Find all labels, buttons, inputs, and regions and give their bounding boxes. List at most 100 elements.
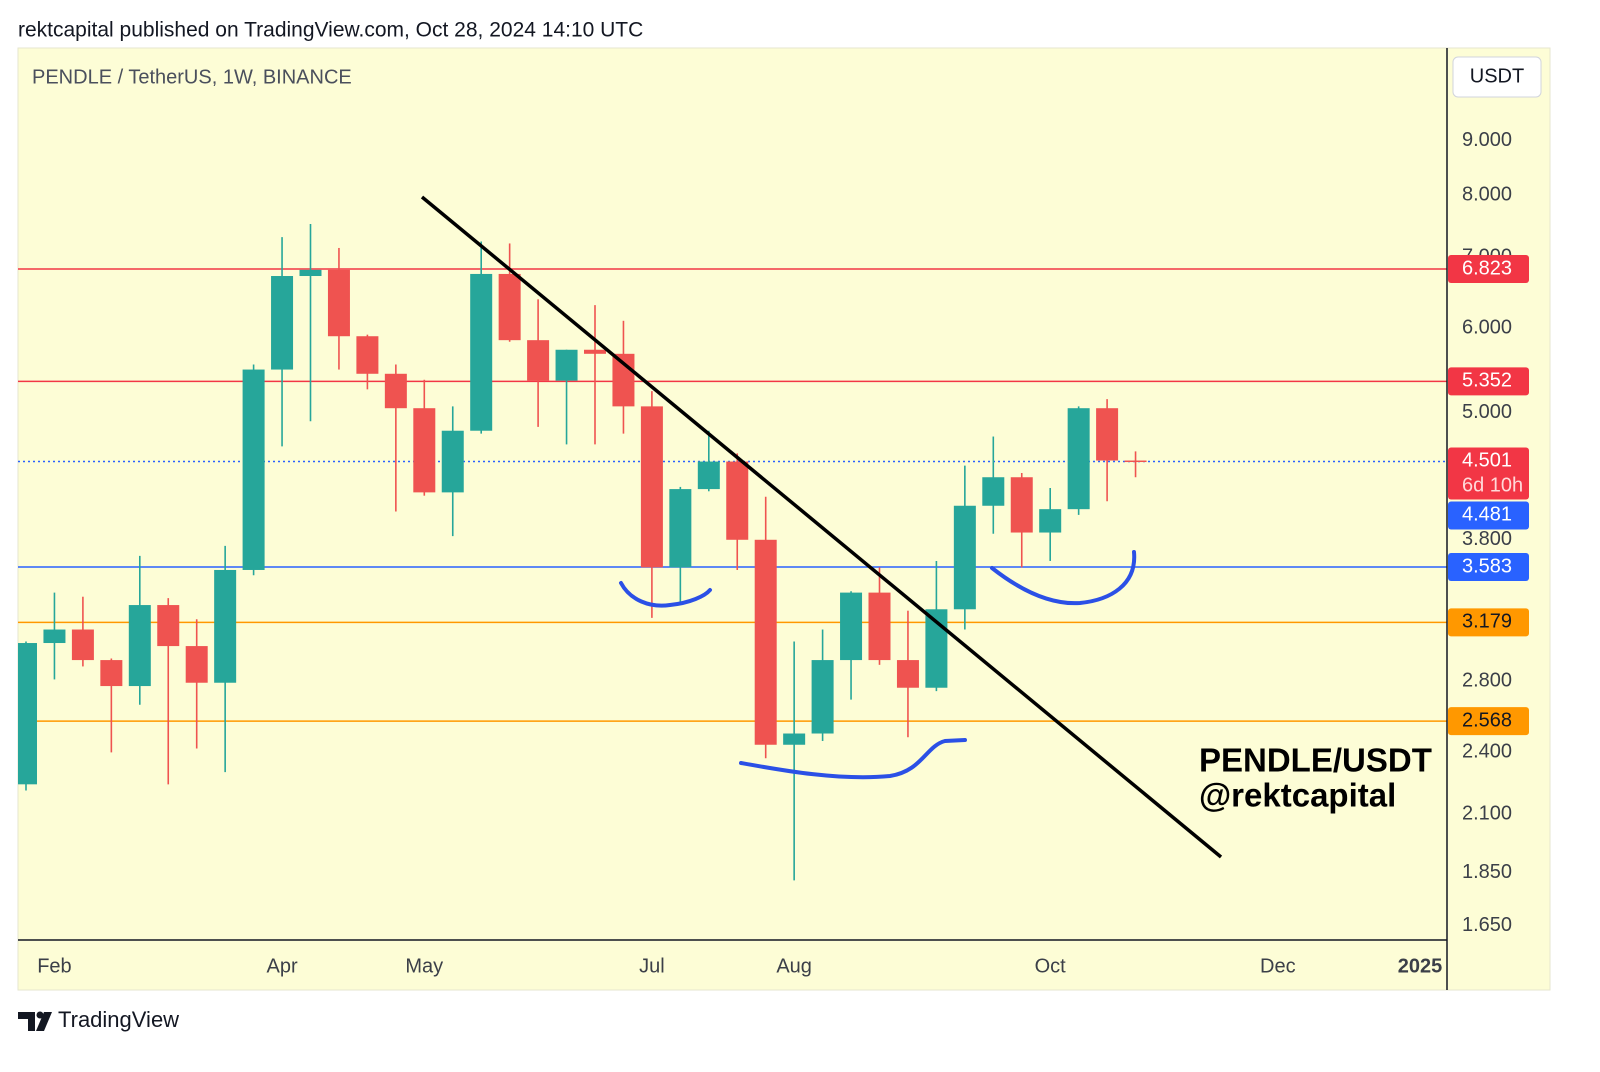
candle — [1039, 487, 1062, 561]
candle-body — [555, 349, 578, 381]
candle — [299, 223, 322, 422]
price-label: 6.823 — [1462, 257, 1512, 279]
candle — [982, 436, 1005, 534]
candle-body — [157, 605, 180, 647]
candle — [242, 364, 265, 576]
candle — [527, 299, 550, 427]
candle — [640, 391, 663, 618]
candle-body — [413, 408, 436, 493]
price-label: 3.583 — [1462, 555, 1512, 577]
candle — [669, 486, 692, 604]
currency[interactable]: USDT — [1470, 65, 1524, 87]
y-tick-label: 5.000 — [1462, 401, 1512, 423]
y-tick-label: 9.000 — [1462, 129, 1512, 151]
candle-body — [953, 505, 976, 610]
x-tick-label: May — [405, 955, 443, 977]
candle-body — [327, 269, 350, 337]
candle — [71, 596, 94, 667]
price-label: 4.481 — [1462, 504, 1512, 526]
candle-body — [754, 539, 777, 745]
brand-logo — [18, 1011, 52, 1031]
candle — [128, 555, 151, 705]
candle-body — [840, 592, 863, 661]
price-label-bg — [1448, 367, 1529, 396]
candle — [327, 247, 350, 370]
candle — [840, 591, 863, 700]
price-label-bg — [1448, 552, 1529, 581]
y-tick-label: 2.400 — [1462, 741, 1512, 763]
drawings — [420, 195, 1223, 859]
candle-body — [811, 660, 834, 734]
price-label: 4.501 — [1462, 450, 1512, 472]
plot-area — [18, 223, 1447, 881]
candle-body — [640, 406, 663, 568]
hand-drawn-curve — [619, 581, 712, 608]
candle-body — [384, 373, 407, 409]
price-label-bg — [1448, 501, 1529, 530]
candle — [754, 496, 777, 759]
candle — [441, 406, 464, 537]
candle-body — [726, 461, 749, 540]
candle — [1010, 473, 1033, 568]
candle — [953, 465, 976, 630]
price-label-bg — [1448, 254, 1529, 283]
chart-frame — [17, 47, 1551, 991]
candle — [697, 430, 720, 492]
countdown: 6d 10h — [1462, 475, 1523, 497]
candle-body — [214, 569, 237, 683]
candle — [498, 243, 521, 342]
candle — [726, 453, 749, 570]
candle — [868, 567, 891, 665]
candle-body — [71, 629, 94, 661]
candle — [413, 379, 436, 496]
candle — [18, 641, 37, 791]
y-tick-label: 1.650 — [1462, 914, 1512, 936]
candle-body — [470, 273, 493, 431]
x-tick-label: Jul — [639, 955, 665, 977]
y-tick-label: 3.800 — [1462, 528, 1512, 550]
candle-body — [271, 276, 294, 370]
candle — [811, 629, 834, 741]
candle-body — [43, 629, 66, 644]
candle — [100, 658, 123, 753]
price-label-bg — [1448, 447, 1529, 500]
x-tick-label: Dec — [1260, 955, 1296, 977]
candle — [185, 619, 208, 749]
chart-title: PENDLE / TetherUS, 1W, BINANCE — [32, 66, 352, 88]
y-tick-label: 1.850 — [1462, 861, 1512, 883]
candle — [470, 241, 493, 434]
y-tick-label: 8.000 — [1462, 184, 1512, 206]
candle-body — [584, 349, 606, 354]
currency-button[interactable] — [1452, 56, 1542, 98]
candle-body — [669, 489, 692, 568]
trend-line — [420, 195, 1223, 859]
x-tick-label: 2025 — [1398, 955, 1443, 977]
candle — [356, 334, 379, 390]
price-label: 5.352 — [1462, 370, 1512, 392]
price-label: 2.568 — [1462, 709, 1512, 731]
candle — [783, 641, 806, 881]
candle — [43, 592, 66, 680]
candle-body — [100, 660, 123, 687]
candle — [1096, 399, 1119, 502]
candle-body — [498, 273, 521, 341]
candle — [157, 598, 180, 785]
logo-shape — [36, 1012, 52, 1031]
hand-drawn-curve — [739, 738, 967, 780]
logo-shape — [18, 1012, 35, 1031]
x-tick-label: Aug — [776, 955, 812, 977]
annotation: @rektcapital — [1199, 777, 1396, 814]
candle — [214, 545, 237, 773]
candle-body — [527, 340, 550, 381]
candle — [271, 237, 294, 447]
candle-body — [925, 609, 948, 688]
price-label-bg — [1448, 608, 1529, 637]
candle-body — [697, 461, 720, 490]
candle-body — [356, 336, 379, 374]
price-label-bg — [1448, 707, 1529, 736]
hand-drawn-curve — [990, 550, 1137, 606]
price-label: 3.179 — [1462, 611, 1512, 633]
x-tick-label: Apr — [266, 955, 297, 977]
candle-body — [18, 643, 37, 785]
